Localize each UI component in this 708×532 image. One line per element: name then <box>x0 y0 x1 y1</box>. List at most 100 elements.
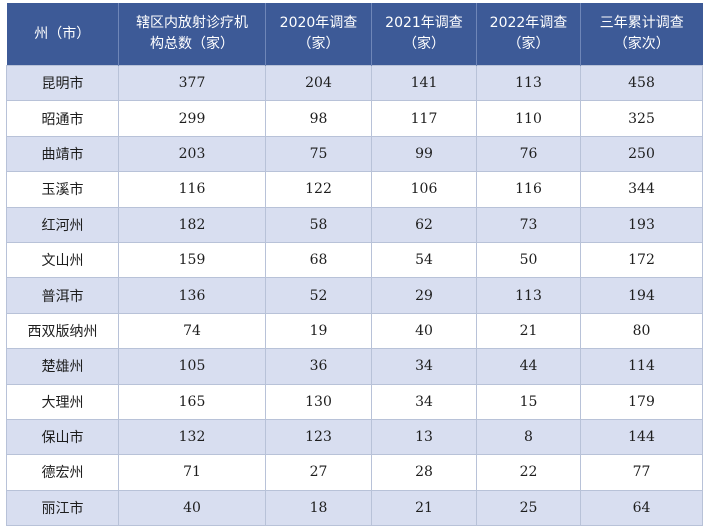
survey-2021-cell: 99 <box>371 135 477 173</box>
region-cell: 文山州 <box>6 241 119 279</box>
survey-2022-cell: 110 <box>476 100 581 137</box>
survey-2020-cell: 122 <box>265 171 372 208</box>
total-institutions-cell: 40 <box>118 489 266 527</box>
survey-2021-cell: 141 <box>371 64 477 102</box>
header-row: 州（市） 辖区内放射诊疗机 构总数（家） 2020年调查 （家） 2021年调查 （家… <box>6 3 703 66</box>
table-row: 曲靖市 203 75 99 76 250 <box>6 135 703 173</box>
survey-2021-cell: 40 <box>371 312 477 350</box>
region-cell: 楚雄州 <box>6 348 119 385</box>
survey-2020-cell: 204 <box>265 64 372 102</box>
three-year-total-cell: 194 <box>580 277 703 314</box>
region-cell: 德宏州 <box>6 454 119 491</box>
table-row: 西双版纳州 74 19 40 21 80 <box>6 312 703 350</box>
table-row: 文山州 159 68 54 50 172 <box>6 241 703 279</box>
total-institutions-cell: 165 <box>118 383 266 420</box>
survey-2021-cell: 62 <box>371 206 477 243</box>
survey-2021-cell: 28 <box>371 454 477 491</box>
survey-2020-cell: 58 <box>265 206 372 243</box>
survey-2020-cell: 68 <box>265 241 372 279</box>
total-institutions-cell: 71 <box>118 454 266 491</box>
table-row: 玉溪市 116 122 106 116 344 <box>6 171 703 208</box>
total-institutions-cell: 105 <box>118 348 266 385</box>
survey-2020-cell: 75 <box>265 135 372 173</box>
survey-2022-cell: 113 <box>476 277 581 314</box>
header-total-institutions: 辖区内放射诊疗机 构总数（家） <box>118 3 266 66</box>
table-row: 保山市 132 123 13 8 144 <box>6 418 703 456</box>
three-year-total-cell: 250 <box>580 135 703 173</box>
total-institutions-cell: 136 <box>118 277 266 314</box>
table-body: 昆明市 377 204 141 113 458 昭通市 299 98 117 110 325 曲靖市 20… <box>6 64 703 527</box>
region-cell: 西双版纳州 <box>6 312 119 350</box>
region-cell: 曲靖市 <box>6 135 119 173</box>
table-row: 红河州 182 58 62 73 193 <box>6 206 703 243</box>
survey-2021-cell: 29 <box>371 277 477 314</box>
table-row: 普洱市 136 52 29 113 194 <box>6 277 703 314</box>
survey-2020-cell: 18 <box>265 489 372 527</box>
header-2020-survey: 2020年调查 （家） <box>265 3 372 66</box>
table-row: 昭通市 299 98 117 110 325 <box>6 100 703 137</box>
survey-2021-cell: 34 <box>371 348 477 385</box>
region-cell: 昭通市 <box>6 100 119 137</box>
three-year-total-cell: 64 <box>580 489 703 527</box>
three-year-total-cell: 77 <box>580 454 703 491</box>
three-year-total-cell: 193 <box>580 206 703 243</box>
survey-2022-cell: 8 <box>476 418 581 456</box>
region-cell: 丽江市 <box>6 489 119 527</box>
region-cell: 昆明市 <box>6 64 119 102</box>
total-institutions-cell: 377 <box>118 64 266 102</box>
total-institutions-cell: 159 <box>118 241 266 279</box>
table-row: 大理州 165 130 34 15 179 <box>6 383 703 420</box>
survey-table: 州（市） 辖区内放射诊疗机 构总数（家） 2020年调查 （家） 2021年调查 （家… <box>6 3 703 527</box>
survey-2022-cell: 113 <box>476 64 581 102</box>
survey-2020-cell: 123 <box>265 418 372 456</box>
survey-2022-cell: 21 <box>476 312 581 350</box>
three-year-total-cell: 172 <box>580 241 703 279</box>
header-2021-survey: 2021年调查 （家） <box>371 3 477 66</box>
survey-2022-cell: 76 <box>476 135 581 173</box>
three-year-total-cell: 458 <box>580 64 703 102</box>
table-header: 州（市） 辖区内放射诊疗机 构总数（家） 2020年调查 （家） 2021年调查 （家… <box>6 3 703 66</box>
table-row: 丽江市 40 18 21 25 64 <box>6 489 703 527</box>
table-row: 楚雄州 105 36 34 44 114 <box>6 348 703 385</box>
three-year-total-cell: 80 <box>580 312 703 350</box>
header-2022-survey: 2022年调查 （家） <box>476 3 581 66</box>
survey-2020-cell: 36 <box>265 348 372 385</box>
survey-2020-cell: 27 <box>265 454 372 491</box>
region-cell: 玉溪市 <box>6 171 119 208</box>
table-container: 州（市） 辖区内放射诊疗机 构总数（家） 2020年调查 （家） 2021年调查 （家… <box>6 3 703 527</box>
survey-2020-cell: 98 <box>265 100 372 137</box>
total-institutions-cell: 203 <box>118 135 266 173</box>
survey-2021-cell: 106 <box>371 171 477 208</box>
table-row: 昆明市 377 204 141 113 458 <box>6 64 703 102</box>
survey-2022-cell: 22 <box>476 454 581 491</box>
header-region: 州（市） <box>6 3 119 66</box>
table-row: 德宏州 71 27 28 22 77 <box>6 454 703 491</box>
survey-2021-cell: 34 <box>371 383 477 420</box>
total-institutions-cell: 182 <box>118 206 266 243</box>
total-institutions-cell: 299 <box>118 100 266 137</box>
survey-2020-cell: 52 <box>265 277 372 314</box>
three-year-total-cell: 179 <box>580 383 703 420</box>
survey-2022-cell: 15 <box>476 383 581 420</box>
region-cell: 保山市 <box>6 418 119 456</box>
survey-2022-cell: 73 <box>476 206 581 243</box>
survey-2022-cell: 44 <box>476 348 581 385</box>
region-cell: 红河州 <box>6 206 119 243</box>
region-cell: 普洱市 <box>6 277 119 314</box>
total-institutions-cell: 132 <box>118 418 266 456</box>
survey-2021-cell: 54 <box>371 241 477 279</box>
three-year-total-cell: 144 <box>580 418 703 456</box>
three-year-total-cell: 344 <box>580 171 703 208</box>
survey-2022-cell: 50 <box>476 241 581 279</box>
survey-2020-cell: 130 <box>265 383 372 420</box>
total-institutions-cell: 74 <box>118 312 266 350</box>
survey-2020-cell: 19 <box>265 312 372 350</box>
survey-2021-cell: 21 <box>371 489 477 527</box>
header-three-year-total: 三年累计调查 （家次） <box>580 3 703 66</box>
survey-2021-cell: 117 <box>371 100 477 137</box>
three-year-total-cell: 325 <box>580 100 703 137</box>
region-cell: 大理州 <box>6 383 119 420</box>
survey-2022-cell: 25 <box>476 489 581 527</box>
survey-2022-cell: 116 <box>476 171 581 208</box>
total-institutions-cell: 116 <box>118 171 266 208</box>
